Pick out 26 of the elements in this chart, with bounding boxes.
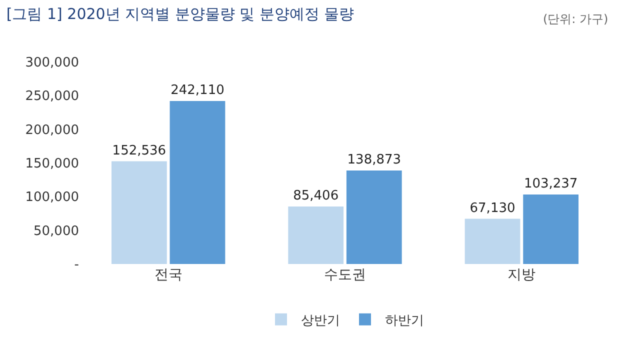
bar: [464, 218, 520, 264]
y-tick-label: 50,000: [34, 224, 79, 239]
bar: [111, 161, 167, 264]
x-tick-label: 지방: [508, 267, 536, 283]
y-tick-label: 100,000: [25, 190, 79, 206]
bar: [346, 170, 402, 264]
data-label: 85,406: [293, 188, 339, 204]
x-tick-label: 전국: [154, 267, 182, 283]
data-label: 138,873: [347, 152, 402, 168]
chart-title: [그림 1] 2020년 지역별 분양물량 및 분양예정 물량: [6, 5, 354, 24]
y-tick-label: -: [74, 258, 80, 273]
y-tick-label: 300,000: [25, 56, 79, 71]
y-tick-label: 150,000: [25, 156, 79, 172]
legend-label: 하반기: [385, 313, 424, 328]
x-tick-label: 수도권: [324, 267, 366, 283]
text: (단위: 가구): [543, 12, 608, 26]
legend-label: 상반기: [301, 313, 340, 328]
data-label: 152,536: [112, 143, 166, 158]
data-label: 242,110: [170, 82, 224, 98]
bar: [170, 100, 226, 264]
y-tick-label: 250,000: [25, 89, 79, 104]
bar: [288, 206, 344, 264]
data-label: 103,237: [524, 176, 578, 192]
y-tick-label: 200,000: [25, 122, 79, 138]
bar: [523, 194, 579, 264]
data-label: 67,130: [470, 200, 516, 216]
